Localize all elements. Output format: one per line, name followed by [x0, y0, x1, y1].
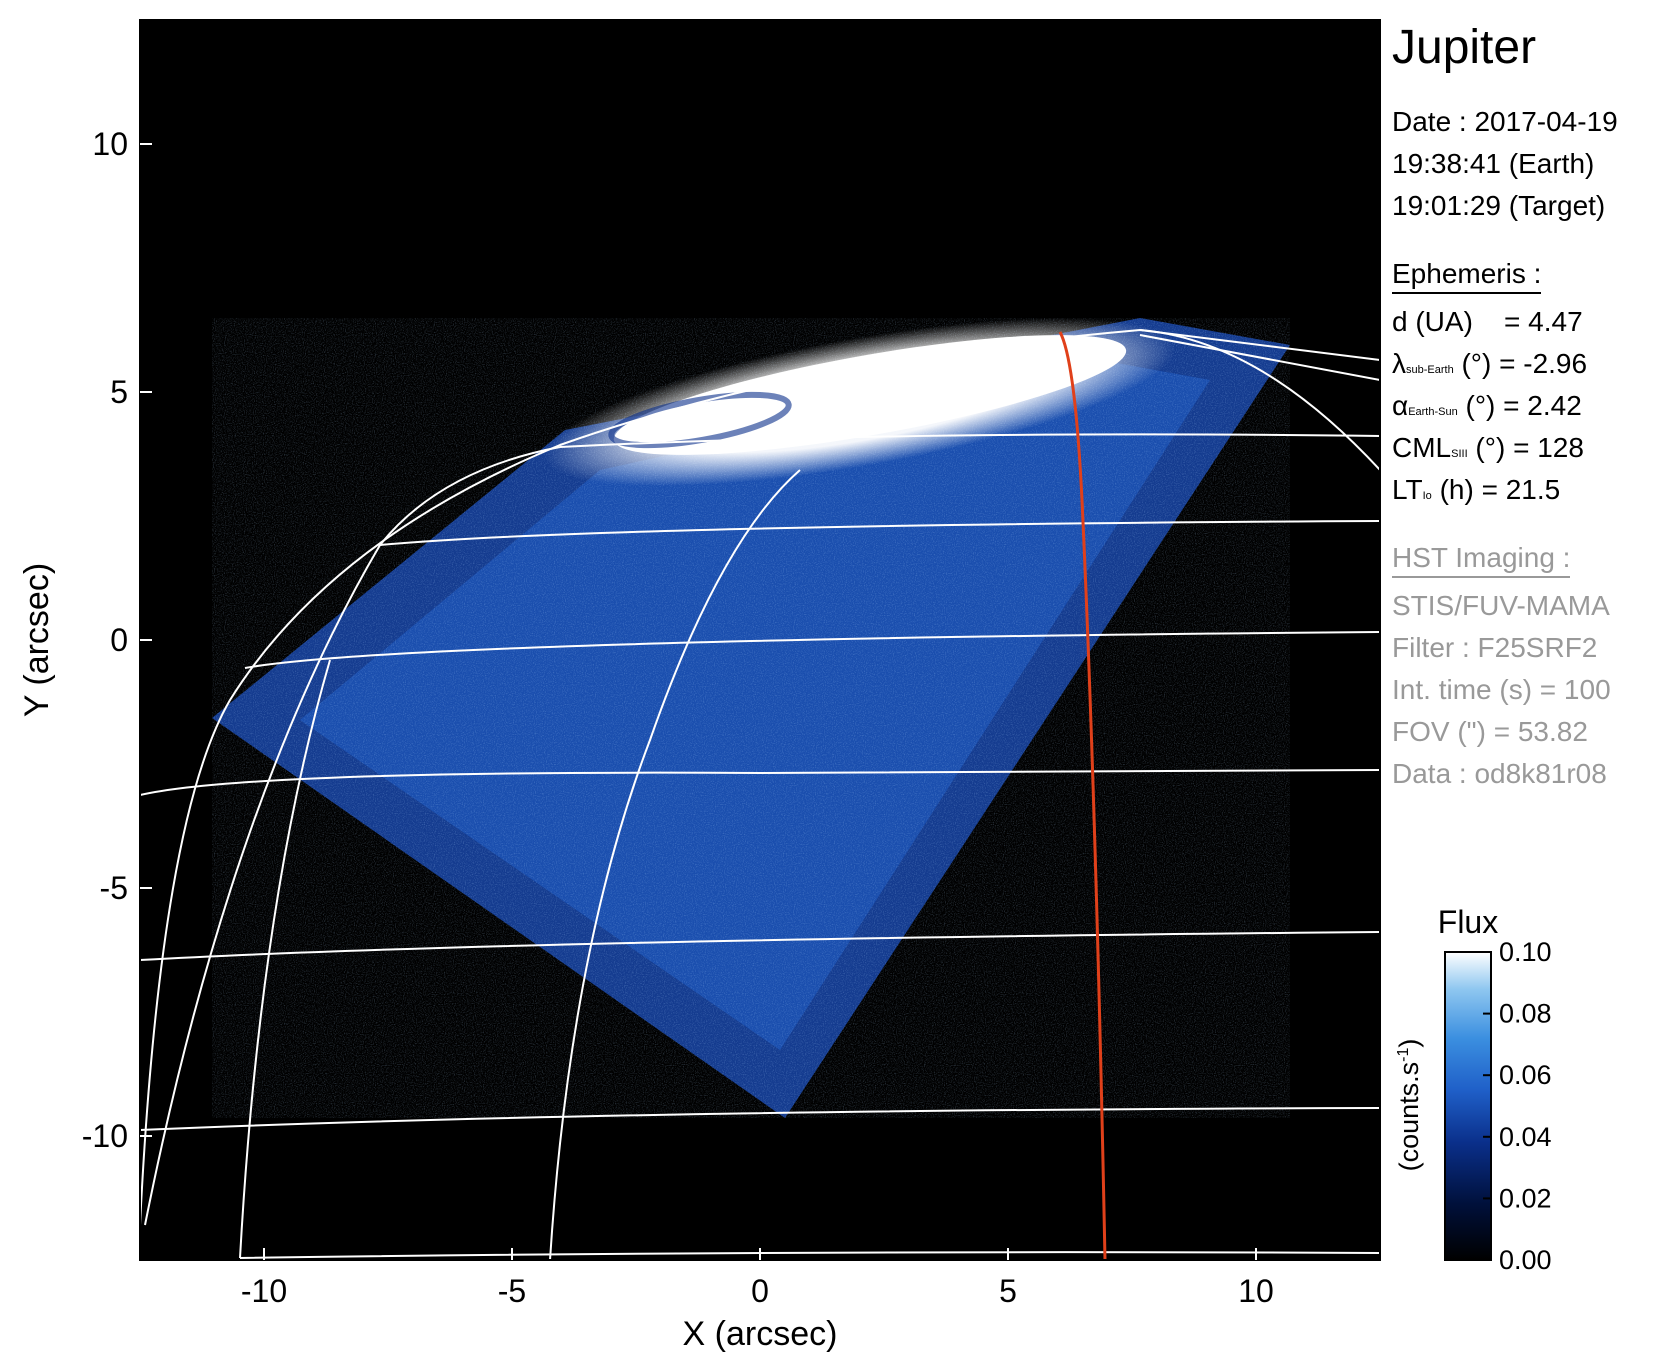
colorbar-tick-label: 0.06 — [1499, 1060, 1552, 1090]
x-tick-label: 5 — [999, 1273, 1017, 1309]
target-time: 19:01:29 (Target) — [1392, 190, 1606, 221]
cml-row: CMLSIII (°) = 128 — [1392, 432, 1584, 463]
instrument: STIS/FUV-MAMA — [1392, 590, 1610, 621]
colorbar-ticks: 0.00 0.02 0.04 0.06 0.08 0.10 — [1483, 937, 1552, 1275]
y-tick-label: 0 — [110, 622, 128, 658]
colorbar — [1444, 951, 1492, 1261]
x-axis-label: X (arcsec) — [683, 1315, 838, 1353]
ephemeris-heading: Ephemeris : — [1392, 260, 1542, 294]
colorbar-tick-label: 0.00 — [1499, 1245, 1552, 1275]
y-tick-label: 5 — [110, 374, 128, 410]
x-tick-label: -10 — [241, 1273, 287, 1309]
lat-lon-grid — [140, 328, 1380, 1260]
lt-row: LTIo (h) = 21.5 — [1392, 474, 1561, 505]
alpha-row: αEarth-Sun (°) = 2.42 — [1392, 390, 1582, 421]
aurora-oval-core — [613, 335, 1127, 455]
y-axis-label: Y (arcsec) — [18, 563, 56, 717]
y-tick-label: -10 — [82, 1118, 128, 1154]
y-axis-ticks: -10 -5 0 5 10 — [82, 126, 152, 1154]
colorbar-tick-label: 0.02 — [1499, 1183, 1552, 1213]
date-line: Date : 2017-04-19 — [1392, 106, 1618, 137]
aurora-oval-inner-ring — [608, 391, 792, 449]
x-tick-label: -5 — [498, 1273, 526, 1309]
target-name: Jupiter — [1392, 21, 1537, 74]
earth-time: 19:38:41 (Earth) — [1392, 148, 1595, 179]
x-axis-ticks: -10 -5 0 5 10 — [241, 1248, 1274, 1309]
dataset-id: Data : od8k81r08 — [1392, 758, 1607, 789]
distance-row: d (UA) = 4.47 — [1392, 306, 1583, 337]
colorbar-tick-label: 0.08 — [1499, 999, 1552, 1029]
hst-heading: HST Imaging : — [1392, 544, 1571, 578]
x-tick-label: 10 — [1238, 1273, 1274, 1309]
observation-noise — [212, 318, 1290, 1118]
x-tick-label: 0 — [751, 1273, 769, 1309]
colorbar-tick-label: 0.10 — [1499, 937, 1552, 967]
y-tick-label: 10 — [92, 126, 128, 162]
lambda-row: λsub-Earth (°) = -2.96 — [1392, 348, 1588, 379]
colorbar-tick-label: 0.04 — [1499, 1122, 1552, 1152]
filter: Filter : F25SRF2 — [1392, 632, 1598, 663]
integration-time: Int. time (s) = 100 — [1392, 674, 1611, 705]
y-tick-label: -5 — [100, 870, 128, 906]
colorbar-unit-label: (counts.s-1) — [1394, 1039, 1424, 1172]
field-of-view: FOV (") = 53.82 — [1392, 716, 1588, 747]
colorbar-title: Flux — [1438, 904, 1498, 940]
central-meridian-line — [1058, 331, 1107, 1260]
